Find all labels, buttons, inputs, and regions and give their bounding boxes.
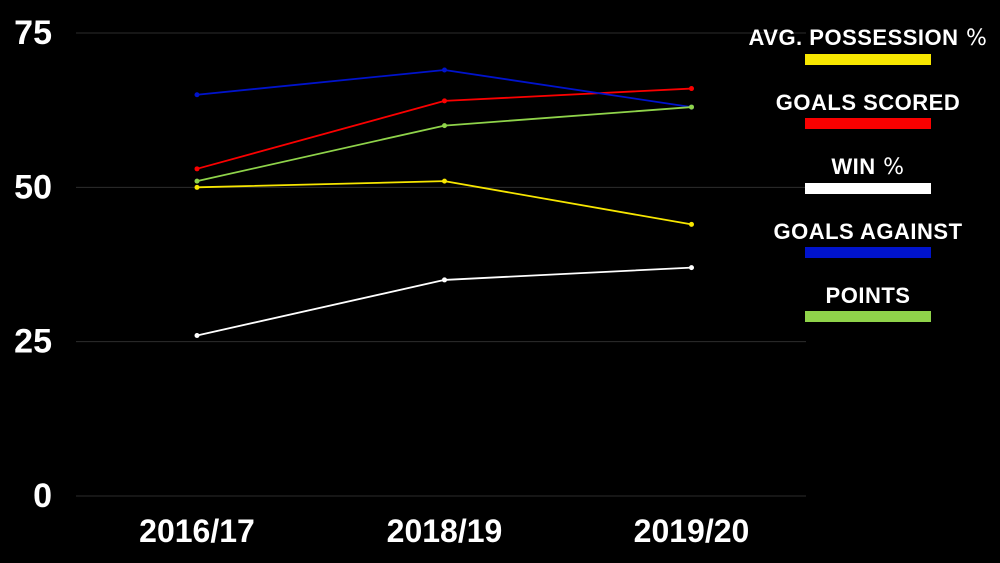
data-point-goals-against-1 (442, 67, 447, 73)
legend-swatch-goals-scored (805, 118, 931, 129)
data-point-win-pct-0 (194, 332, 200, 338)
data-point-points-1 (442, 123, 447, 129)
legend-item-goals-against: GOALS AGAINST (773, 220, 962, 258)
legend-label: POINTS (825, 283, 911, 308)
x-tick-label: 2016/17 (139, 513, 255, 549)
legend-swatch-avg-possession-pct (804, 54, 931, 65)
y-tick-label: 75 (14, 14, 52, 52)
data-point-goals-against-0 (194, 92, 200, 98)
legend-item-avg-possession-pct: AVG. POSSESSION % (749, 26, 988, 65)
series-line-points (196, 106, 693, 183)
legend-label: AVG. POSSESSION % (748, 25, 988, 51)
y-tick-label: 0 (33, 477, 52, 515)
legend-label: WIN % (831, 154, 905, 180)
legend-item-points: POINTS (805, 284, 931, 322)
legend-swatch-points (805, 311, 931, 322)
data-point-points-0 (194, 178, 200, 184)
y-tick-label: 50 (14, 168, 52, 206)
data-point-goals-scored-0 (194, 166, 200, 172)
legend-item-win-pct: WIN % (805, 155, 931, 194)
legend-swatch-win-pct (805, 183, 931, 194)
legend-label: GOALS SCORED (775, 90, 961, 115)
data-point-goals-scored-2 (689, 86, 694, 92)
x-tick-label: 2019/20 (634, 513, 750, 549)
data-point-avg-possession-pct-2 (689, 221, 694, 227)
data-point-win-pct-1 (442, 277, 447, 283)
data-point-goals-scored-1 (442, 98, 447, 104)
data-point-avg-possession-pct-0 (194, 184, 200, 190)
legend-label: GOALS AGAINST (773, 219, 963, 244)
legend-item-goals-scored: GOALS SCORED (776, 91, 960, 129)
x-tick-label: 2018/19 (387, 513, 503, 549)
legend-swatch-goals-against (805, 247, 931, 258)
data-point-points-2 (689, 104, 694, 110)
data-point-avg-possession-pct-1 (442, 178, 447, 184)
chart-legend: AVG. POSSESSION % GOALS SCORED WIN % GOALS … (746, 26, 990, 322)
y-tick-label: 25 (14, 323, 52, 361)
data-point-win-pct-2 (689, 265, 694, 271)
